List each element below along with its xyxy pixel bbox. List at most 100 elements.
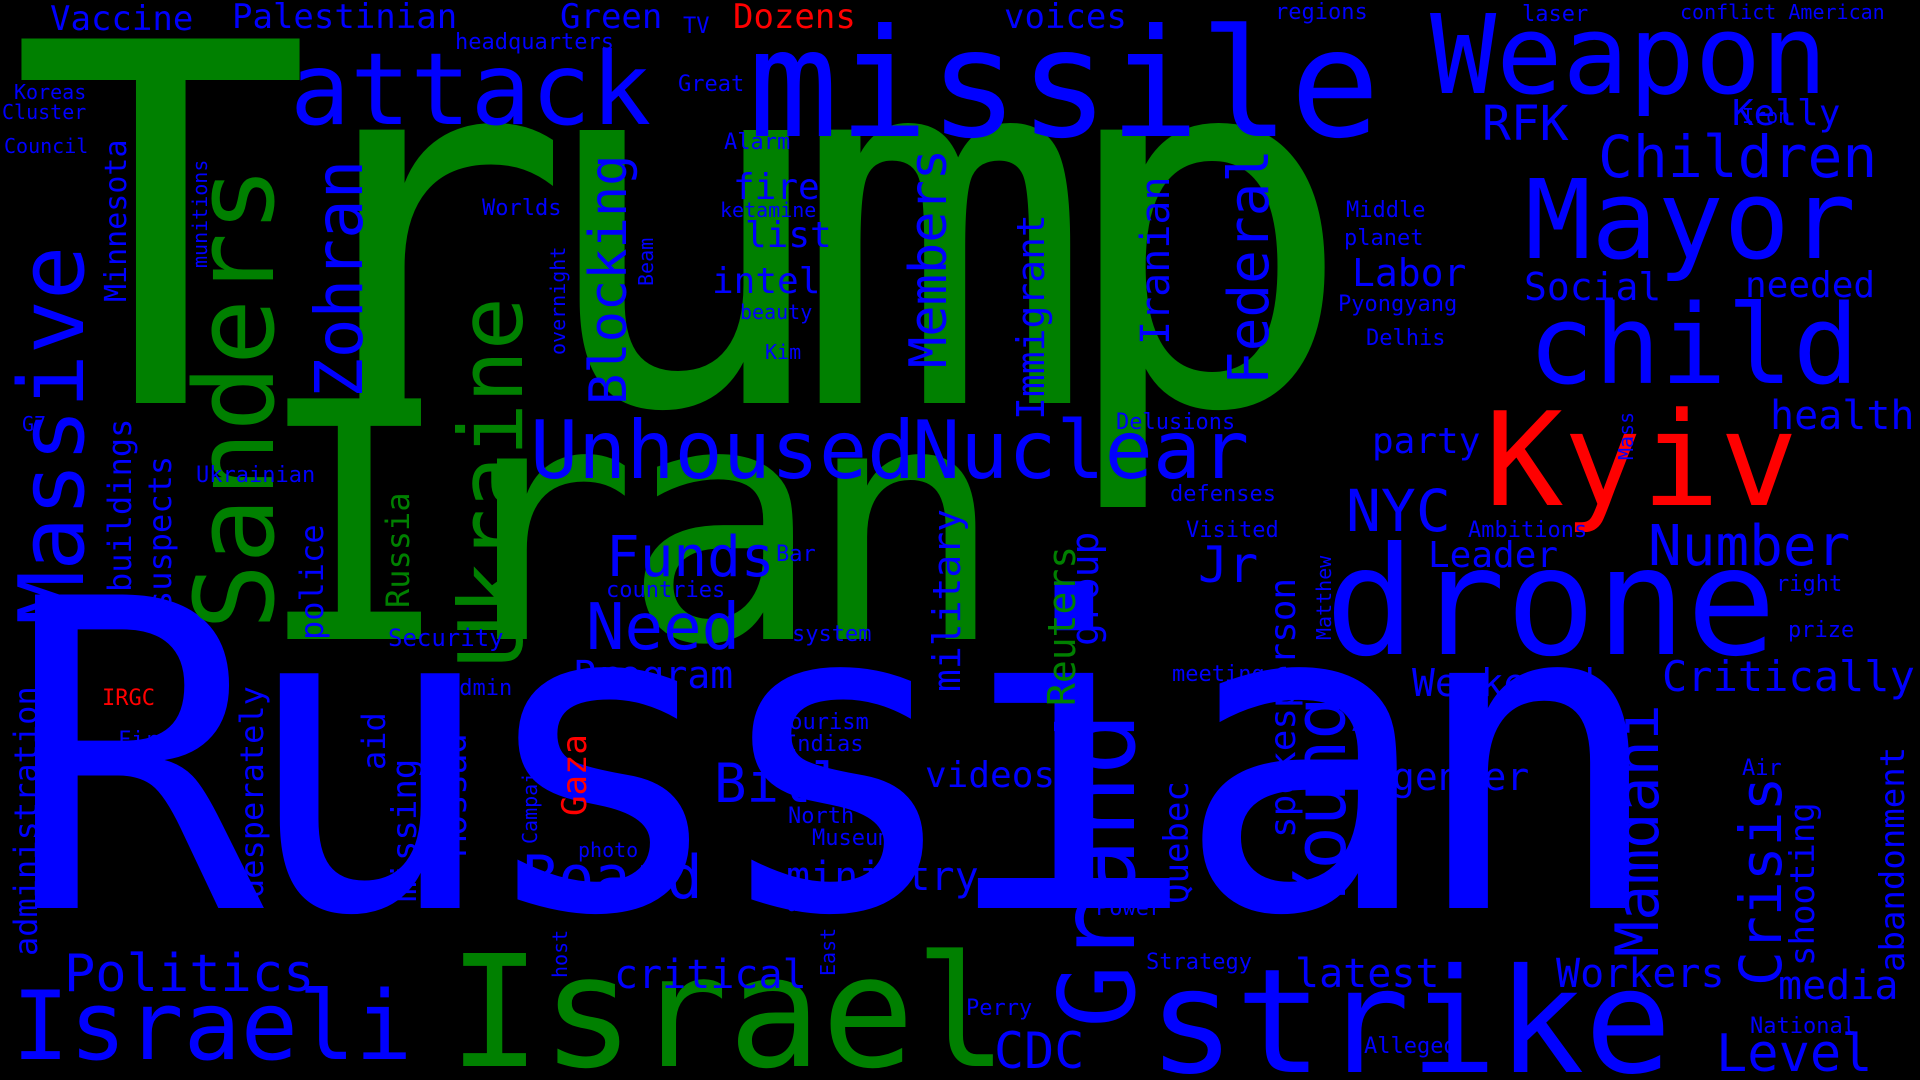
word-desperately: desperately [233, 686, 271, 898]
word-suspects: suspects [141, 455, 179, 610]
word-ministry: ministry [786, 854, 979, 900]
word-child: child [1528, 281, 1860, 409]
word-program: Program [573, 653, 734, 697]
word-security: Security [388, 624, 504, 652]
word-jr: Jr [1198, 536, 1259, 594]
word-mass: Mass [1614, 411, 1638, 460]
word-kelly: Kelly [1732, 93, 1841, 134]
word-ambitions: Ambitions [1468, 518, 1588, 543]
word-quebec: Quebec [1157, 781, 1197, 904]
word-east: East [816, 927, 840, 976]
word-law: Law [1344, 854, 1384, 879]
word-iron: Iron [1742, 104, 1791, 128]
word-pyongyang: Pyongyang [1338, 292, 1458, 317]
word-defenses: defenses [1170, 482, 1276, 507]
word-critical: critical [614, 952, 807, 998]
word-dozens: Dozens [733, 0, 856, 37]
word-drone: drone [1325, 516, 1777, 690]
word-beauty: beauty [740, 300, 813, 324]
word-gaza: Gaza [555, 734, 595, 816]
word-overnight: overnight [546, 246, 570, 355]
word-great: Great [678, 72, 745, 97]
word-military: military [925, 508, 969, 692]
word-spokesperson: spokesperson [1263, 577, 1304, 838]
word-group: group [1063, 531, 1107, 646]
word-system: system [792, 622, 872, 647]
word-countries: countries [606, 578, 726, 603]
word-laser: laser [1522, 2, 1589, 27]
word-social: Social [1524, 265, 1662, 309]
word-worlds: Worlds [482, 196, 562, 221]
word-council: Council [4, 134, 89, 158]
word-kim: Kim [765, 340, 802, 364]
word-trump: Trump [10, 0, 1355, 521]
word-grand: Grand [1037, 711, 1159, 1028]
word-conflict-american: conflict American [1680, 0, 1885, 24]
word-weapon: Weapon [1430, 0, 1828, 119]
word-tourism: Tourism [776, 710, 869, 735]
word-photo: photo [578, 838, 639, 862]
word-power: Power [1096, 896, 1163, 921]
word-crisis: Crisis [1727, 776, 1795, 986]
word-cdc: CDC [994, 1022, 1085, 1080]
word-russia: Russia [379, 492, 417, 608]
word-police: police [293, 524, 331, 640]
word-north: North [788, 804, 855, 829]
word-alarm: Alarm [724, 130, 791, 155]
word-admin: Admin [446, 676, 513, 701]
word-delusions: Delusions [1116, 410, 1236, 435]
word-funds: Funds [606, 525, 775, 590]
word-palestinian: Palestinian [232, 0, 458, 37]
word-children: Children [1598, 123, 1878, 191]
word-bar: Bar [776, 542, 816, 567]
word-ketamine: ketamine [720, 198, 817, 222]
word-number: Number [1648, 514, 1851, 579]
word-matthew: Matthew [1312, 555, 1336, 640]
word-board: Board [522, 843, 703, 913]
word-air: Air [1742, 756, 1782, 781]
word-munitions: munitions [188, 159, 212, 268]
word-headquarters: headquarters [455, 30, 614, 55]
word-alleged: Alleged [1364, 1034, 1457, 1059]
word-mossad: Mossad [435, 733, 475, 856]
word-tv: TV [683, 14, 710, 39]
word-meeting: meeting [1172, 662, 1265, 687]
word-missile: missile [748, 0, 1381, 172]
word-mayor: Mayor [1525, 156, 1857, 284]
word-bill: Bill [714, 752, 845, 815]
word-attack: attack [290, 31, 652, 148]
word-iranian: Iranian [1133, 176, 1179, 345]
word-strike: strike [1148, 938, 1672, 1080]
word-prize: prize [1788, 618, 1855, 643]
word-list: list [745, 215, 832, 256]
word-host: host [548, 929, 572, 978]
word-koreas: Koreas [14, 80, 87, 104]
word-delhis: Delhis [1366, 326, 1446, 351]
word-fire: fire [733, 167, 820, 208]
word-campaign: Campaign [518, 747, 542, 844]
word-regions: regions [1275, 0, 1368, 25]
word-museum: Museum [812, 826, 892, 851]
word-nuclear: Nuclear [912, 404, 1250, 497]
word-strategy: Strategy [1146, 950, 1252, 975]
word-needed: needed [1745, 265, 1876, 306]
word-missing: missing [385, 758, 425, 902]
word-leader: Leader [1428, 535, 1559, 576]
word-need: Need [586, 591, 741, 665]
word-weakened: Weakened. [1412, 661, 1618, 705]
word-russian: Russian [5, 510, 1667, 1010]
word-cluster: Cluster [2, 100, 87, 124]
word-critically: Critically [1662, 652, 1915, 701]
word-buildings: buildings [101, 418, 139, 592]
word-visited: Visited [1186, 518, 1279, 543]
word-level: Level [1716, 1024, 1873, 1080]
word-kyiv: Kyiv [1485, 384, 1799, 536]
word-abandonment: abandonment [1873, 746, 1913, 972]
word-indias: Indias [784, 732, 864, 757]
word-irgc: IRGC [102, 686, 155, 711]
word-administration: administration [7, 686, 45, 956]
word-association: Association [280, 725, 304, 858]
word-media: media [1778, 963, 1899, 1009]
word-right: right [1776, 572, 1843, 597]
